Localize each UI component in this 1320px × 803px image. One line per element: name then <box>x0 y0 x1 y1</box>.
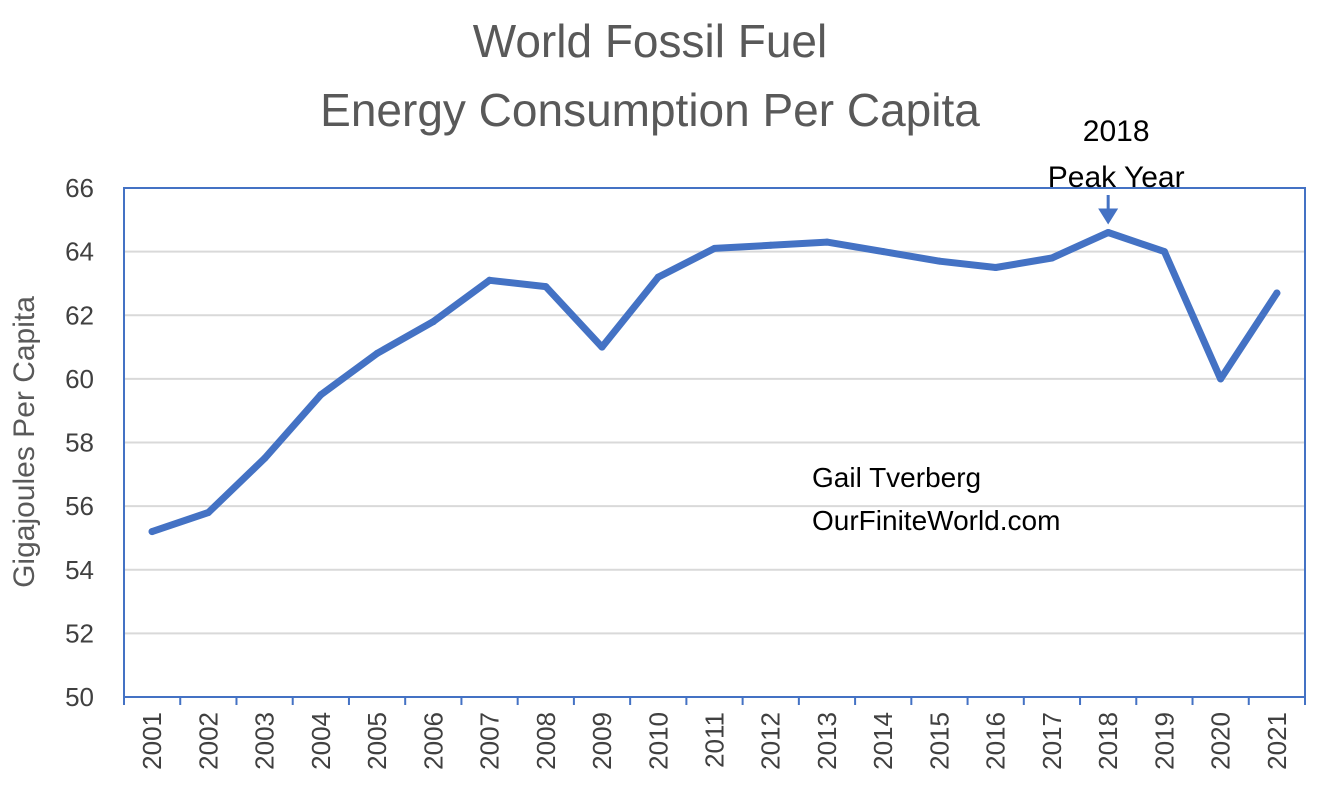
data-point <box>767 241 775 249</box>
y-tick-label: 62 <box>65 300 94 330</box>
x-tick-label: 2015 <box>924 712 954 770</box>
x-tick-label: 2008 <box>531 712 561 770</box>
x-tick-label: 2006 <box>418 712 448 770</box>
x-tick-label: 2013 <box>812 712 842 770</box>
chart-title: World Fossil Fuel Energy Consumption Per … <box>320 15 980 136</box>
chart-title-line: World Fossil Fuel <box>473 15 827 67</box>
gridlines <box>124 250 1305 635</box>
data-point <box>598 343 606 351</box>
data-point <box>1104 229 1112 237</box>
data-point <box>429 318 437 326</box>
x-tick-label: 2012 <box>756 712 786 770</box>
x-tick-label: 2003 <box>250 712 280 770</box>
annotation-label: Peak Year <box>1048 161 1185 194</box>
x-tick-label: 2004 <box>306 712 336 770</box>
plot-frame <box>123 187 1306 705</box>
x-tick-label: 2002 <box>193 712 223 770</box>
data-point <box>1048 254 1056 262</box>
data-point <box>1273 289 1281 297</box>
data-point <box>935 257 943 265</box>
x-tick-label: 2009 <box>587 712 617 770</box>
x-tick-label: 2007 <box>475 712 505 770</box>
y-axis-label: Gigajoules Per Capita <box>8 296 41 588</box>
credit-line: Gail Tverberg <box>812 462 981 493</box>
credit-line: OurFiniteWorld.com <box>812 505 1060 536</box>
x-tick-label: 2018 <box>1093 712 1123 770</box>
x-tick-label: 2016 <box>981 712 1011 770</box>
data-point <box>711 244 718 252</box>
series-line <box>148 229 1281 536</box>
annotations: 2018 Peak Year <box>1048 115 1185 225</box>
data-point <box>654 273 662 281</box>
x-tick-label: 2010 <box>643 712 673 770</box>
y-tick-label: 52 <box>65 618 94 648</box>
x-tick-label: 2005 <box>362 712 392 770</box>
data-point <box>992 264 1000 272</box>
data-point <box>879 248 887 256</box>
chart-title-line: Energy Consumption Per Capita <box>320 84 980 136</box>
data-point <box>317 391 325 399</box>
data-point <box>204 508 212 516</box>
y-tick-label: 50 <box>65 682 94 712</box>
x-tick-label: 2019 <box>1149 712 1179 770</box>
data-point <box>823 238 831 246</box>
y-tick-label: 54 <box>65 555 94 585</box>
y-axis-ticks: 50 52 54 56 58 60 62 64 66 <box>65 173 94 712</box>
data-point <box>486 276 494 284</box>
x-tick-label: 2014 <box>868 712 898 770</box>
y-axis-title: Gigajoules Per Capita <box>8 296 41 588</box>
data-point <box>542 283 550 291</box>
annotation-label: 2018 <box>1083 115 1150 148</box>
y-tick-label: 56 <box>65 491 94 521</box>
y-tick-label: 66 <box>65 173 94 203</box>
x-tick-label: 2017 <box>1037 712 1067 770</box>
data-point <box>1217 375 1225 383</box>
data-point <box>261 454 269 462</box>
data-point <box>148 528 156 536</box>
x-tick-label: 2021 <box>1262 712 1292 770</box>
credit: Gail Tverberg OurFiniteWorld.com <box>812 462 1060 536</box>
y-tick-label: 58 <box>65 428 94 458</box>
x-tick-label: 2011 <box>700 712 730 768</box>
annotation-arrow-head <box>1098 208 1119 225</box>
data-point <box>373 349 381 357</box>
x-axis-ticks: 2001 2002 2003 2004 2005 2006 2007 2008 2009 2010… <box>137 712 1292 770</box>
y-tick-label: 64 <box>65 237 94 267</box>
data-point <box>1160 248 1168 256</box>
x-tick-label: 2020 <box>1206 712 1236 770</box>
y-tick-label: 60 <box>65 364 94 394</box>
series-lines <box>148 229 1281 536</box>
x-tick-label: 2001 <box>137 712 167 770</box>
plot-area-border <box>123 187 1306 698</box>
